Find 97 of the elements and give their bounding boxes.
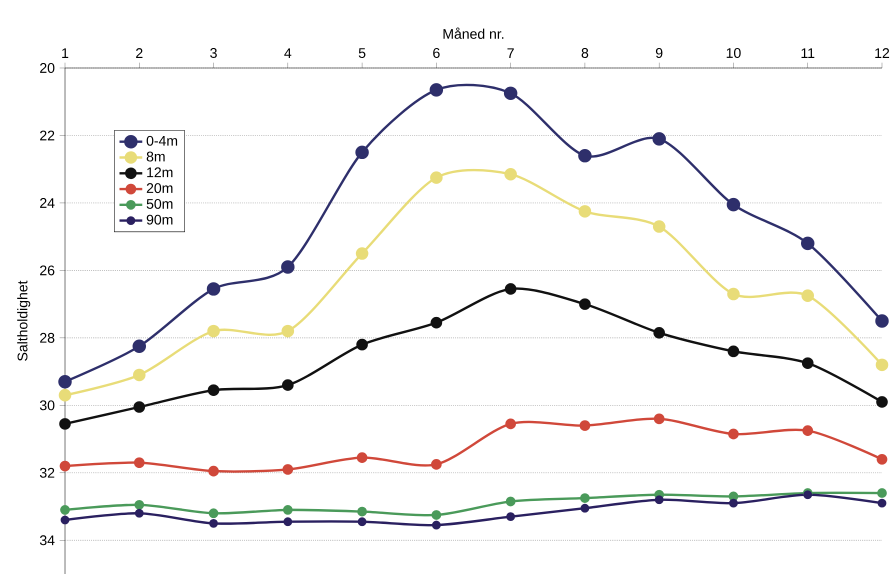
- point: [504, 86, 518, 100]
- y-tick-label: 20: [40, 63, 54, 73]
- point: [432, 510, 442, 520]
- y-tick-label: 30: [40, 400, 54, 410]
- point: [282, 324, 294, 338]
- point: [431, 459, 442, 470]
- point: [133, 401, 146, 413]
- y-tick-label: 28: [40, 332, 54, 343]
- point: [282, 505, 293, 515]
- y-tick-label: 26: [40, 265, 54, 276]
- point: [59, 418, 71, 430]
- point: [728, 428, 739, 440]
- legend-label: 90m: [146, 214, 172, 225]
- point: [357, 506, 367, 516]
- x-tick-label: 2: [136, 48, 142, 58]
- point: [358, 517, 366, 526]
- point: [281, 260, 295, 274]
- point: [802, 357, 814, 369]
- point: [356, 247, 368, 260]
- y-axis-title: Saltholdighet: [17, 280, 30, 361]
- point: [875, 314, 889, 328]
- point: [654, 495, 664, 504]
- point: [208, 508, 218, 518]
- legend-label: 0-4m: [146, 136, 178, 146]
- point: [430, 83, 444, 97]
- x-tick-label: 4: [284, 48, 292, 58]
- point: [580, 493, 590, 503]
- point: [282, 379, 294, 391]
- point: [432, 520, 441, 530]
- point: [800, 236, 814, 250]
- x-tick-label: 3: [210, 48, 217, 58]
- y-tick-label: 22: [40, 130, 54, 140]
- point: [58, 374, 72, 388]
- point: [802, 425, 814, 436]
- point: [209, 518, 218, 528]
- point: [430, 316, 442, 328]
- point: [356, 338, 368, 350]
- point: [355, 146, 369, 160]
- point: [208, 384, 220, 396]
- point: [876, 454, 888, 465]
- point: [579, 298, 591, 310]
- point: [652, 220, 666, 233]
- point: [504, 168, 517, 181]
- x-tick-label: 9: [656, 48, 662, 58]
- point: [134, 500, 144, 510]
- point: [876, 358, 888, 372]
- legend-label: 12m: [147, 167, 172, 178]
- point: [506, 512, 516, 522]
- legend-label: 8m: [146, 152, 165, 162]
- point: [652, 132, 666, 146]
- point: [653, 327, 665, 339]
- x-tick-label: 10: [726, 48, 741, 58]
- point: [206, 282, 220, 296]
- y-tick-label: 32: [40, 468, 54, 478]
- x-tick-label: 5: [358, 48, 366, 58]
- point: [430, 171, 443, 184]
- point: [726, 198, 740, 212]
- point: [60, 505, 70, 515]
- point: [133, 368, 146, 382]
- y-tick-label: 34: [40, 535, 55, 546]
- point: [60, 516, 70, 524]
- point: [58, 388, 72, 402]
- point: [207, 324, 220, 338]
- x-tick-label: 12: [875, 48, 890, 58]
- point: [727, 288, 740, 300]
- point: [801, 289, 814, 302]
- point: [578, 205, 592, 218]
- point: [282, 464, 294, 475]
- point: [728, 346, 740, 358]
- x-tick-label: 1: [62, 48, 68, 58]
- point: [654, 413, 665, 424]
- point: [580, 504, 590, 513]
- legend-label: 20m: [146, 183, 172, 194]
- y-tick-label: 24: [40, 198, 55, 208]
- point: [578, 148, 592, 162]
- point: [60, 460, 70, 472]
- legend-label: 50m: [146, 198, 172, 209]
- point: [132, 340, 146, 354]
- point: [208, 466, 219, 476]
- point: [134, 457, 145, 468]
- point: [134, 508, 144, 518]
- point: [504, 283, 516, 295]
- point: [283, 517, 292, 526]
- x-tick-label: 11: [802, 48, 814, 58]
- point: [505, 418, 516, 430]
- x-tick-label: 6: [433, 48, 440, 58]
- point: [876, 396, 888, 408]
- point: [729, 498, 738, 508]
- x-tick-label: 8: [582, 48, 588, 58]
- point: [580, 420, 590, 431]
- x-tick-label: 7: [507, 48, 514, 58]
- point: [356, 452, 368, 463]
- point: [728, 492, 738, 502]
- x-axis-title: Måned nr.: [444, 27, 504, 39]
- point: [506, 496, 516, 506]
- point: [878, 498, 886, 508]
- point: [877, 488, 887, 498]
